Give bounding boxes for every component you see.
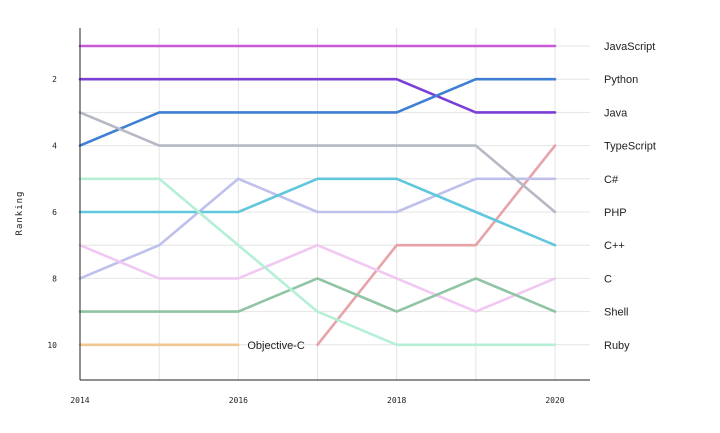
grid (79, 28, 590, 380)
series-line-php (78, 111, 557, 214)
end-label-php: PHP (604, 207, 627, 219)
end-label-c: C# (604, 174, 619, 186)
y-tick-label-8: 8 (52, 274, 57, 283)
end-label-shell: Shell (604, 307, 628, 319)
annotation-objective-c: Objective-C (247, 340, 305, 352)
series-line-c (78, 243, 557, 313)
axes: 2014 2016 2018 2020 2 4 6 8 10 (47, 28, 590, 405)
y-tick-label-6: 6 (52, 208, 57, 217)
end-label-javascript: JavaScript (604, 41, 655, 53)
x-tick-label-2018: 2018 (387, 396, 406, 405)
series-line-c (78, 177, 557, 247)
end-label-c: C++ (604, 240, 625, 252)
y-tick-label-10: 10 (47, 341, 57, 350)
series-end-labels: JavaScript Python Java TypeScript C# PHP C++ C S… (604, 41, 656, 352)
series-line-c (78, 177, 557, 280)
end-label-ruby: Ruby (604, 340, 630, 352)
x-tick-label-2016: 2016 (229, 396, 248, 405)
end-label-c: C (604, 273, 612, 285)
series-line-java (78, 77, 557, 147)
y-tick-label-2: 2 (52, 75, 57, 84)
series-line-shell (78, 277, 557, 313)
annotations: Objective-C (247, 340, 305, 352)
series-lines (78, 44, 557, 347)
x-tick-label-2014: 2014 (70, 396, 89, 405)
end-label-python: Python (604, 74, 638, 86)
end-label-java: Java (604, 107, 628, 119)
x-tick-label-2020: 2020 (545, 396, 564, 405)
series-line-python (78, 77, 557, 114)
y-tick-label-4: 4 (52, 142, 57, 151)
series-line-ruby (78, 177, 557, 347)
y-axis-label: Ranking (15, 191, 25, 236)
end-label-typescript: TypeScript (604, 141, 656, 153)
